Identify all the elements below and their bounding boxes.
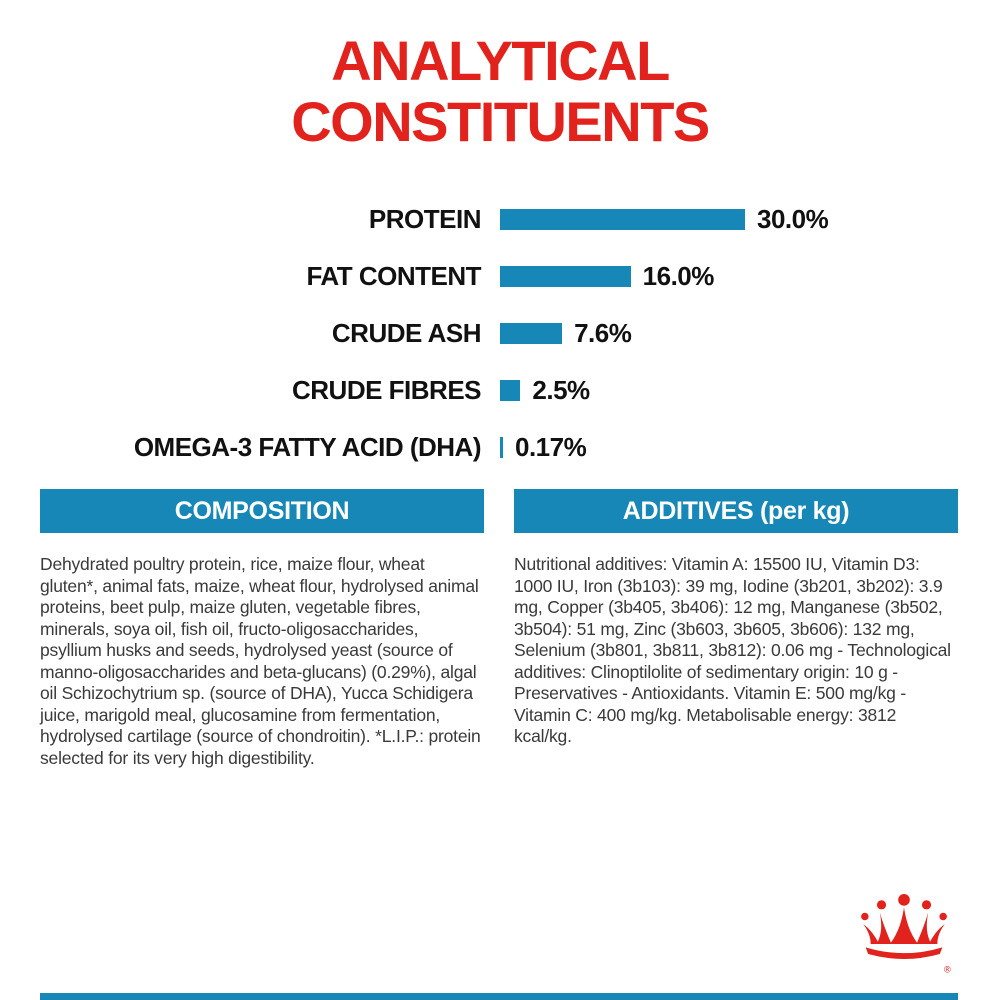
chart-row-label: PROTEIN <box>368 203 482 234</box>
crude-ash-bar <box>500 322 563 344</box>
bar-track: 30.0% <box>500 204 829 235</box>
crown-icon: ® <box>861 894 951 974</box>
composition-section: COMPOSITION Dehydrated poultry protein, … <box>40 489 484 769</box>
fat-content-bar <box>500 265 631 287</box>
royal-canin-crown-logo: ® <box>854 890 954 978</box>
page-title-line1: ANALYTICAL <box>331 29 670 92</box>
chart-row-value: 2.5% <box>532 374 590 405</box>
info-columns: COMPOSITION Dehydrated poultry protein, … <box>40 489 958 769</box>
composition-body: Dehydrated poultry protein, rice, maize … <box>40 554 481 768</box>
analytical-constituents-chart: PROTEIN 30.0% FAT CONTENT 16.0% CRUDE AS… <box>0 204 1000 462</box>
chart-row-value: 7.6% <box>574 317 632 348</box>
chart-row-value: 30.0% <box>757 203 829 234</box>
protein-bar <box>500 208 745 230</box>
additives-section: ADDITIVES (per kg) Nutritional additives… <box>514 489 958 769</box>
bottom-accent-strip <box>40 993 958 1000</box>
chart-row-value: 16.0% <box>642 260 715 291</box>
chart-row-label: OMEGA-3 FATTY ACID (DHA) <box>133 431 482 462</box>
additives-body: Nutritional additives: Vitamin A: 15500 … <box>514 554 951 746</box>
chart-row-crude-fibres: CRUDE FIBRES 2.5% <box>36 375 1000 405</box>
chart-row-protein: PROTEIN 30.0% <box>36 204 1000 234</box>
bar-track: 2.5% <box>500 375 745 406</box>
composition-header: COMPOSITION <box>40 489 484 533</box>
bar-track: 16.0% <box>500 261 745 292</box>
chart-row-value: 0.17% <box>515 431 587 462</box>
page-title-line2: CONSTITUENTS <box>291 90 710 153</box>
chart-row-crude-ash: CRUDE ASH 7.6% <box>36 318 1000 348</box>
chart-row-omega3-dha: OMEGA-3 FATTY ACID (DHA) 0.17% <box>36 432 1000 462</box>
chart-row-label: CRUDE ASH <box>331 317 482 348</box>
chart-row-label: FAT CONTENT <box>306 260 481 291</box>
svg-text:®: ® <box>944 964 951 974</box>
crude-fibres-bar <box>500 379 521 401</box>
page-title: ANALYTICAL CONSTITUENTS <box>0 0 1000 152</box>
chart-row-fat-content: FAT CONTENT 16.0% <box>36 261 1000 291</box>
bar-track: 0.17% <box>500 432 745 463</box>
bar-track: 7.6% <box>500 318 745 349</box>
chart-row-label: CRUDE FIBRES <box>291 374 482 405</box>
omega3-dha-bar <box>500 436 503 458</box>
additives-header: ADDITIVES (per kg) <box>514 489 958 533</box>
